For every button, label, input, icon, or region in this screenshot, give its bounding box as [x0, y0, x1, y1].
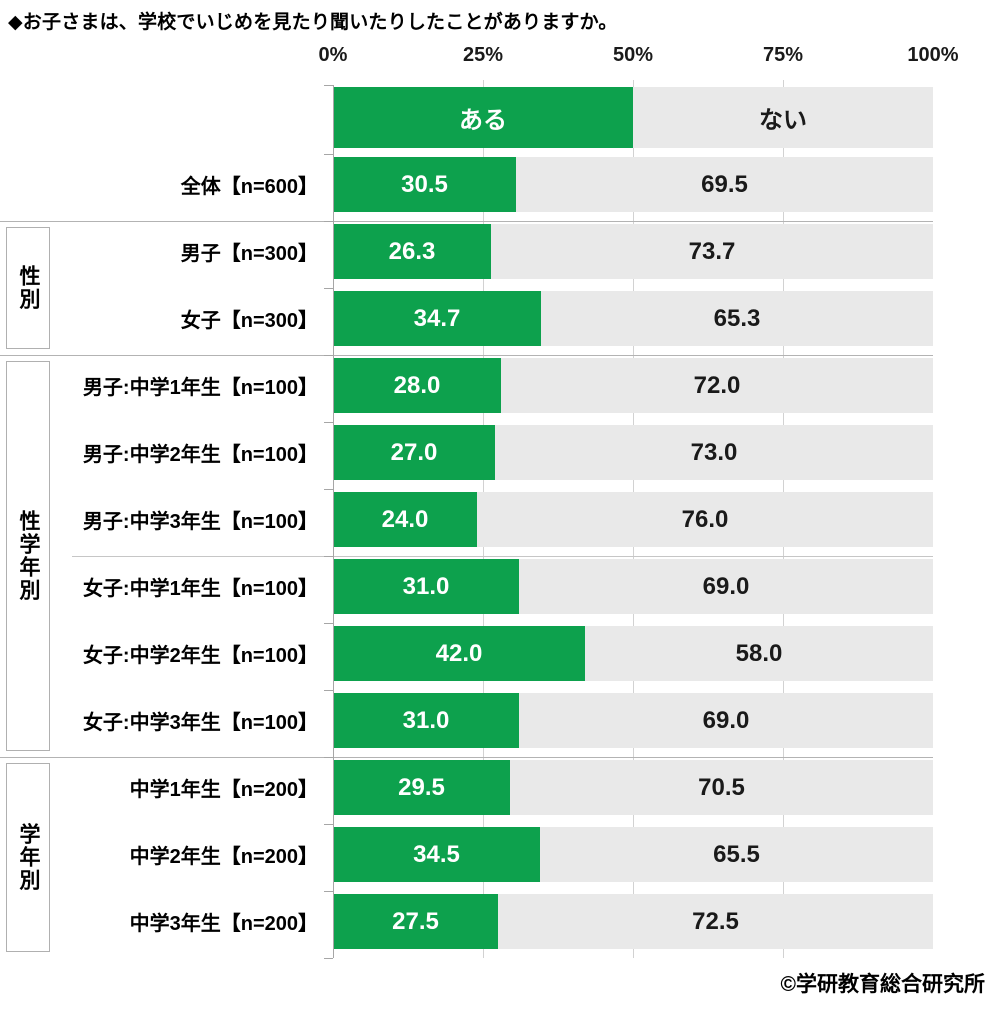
category-axis-tick: [324, 891, 333, 892]
bar-nai: 73.0: [495, 425, 933, 480]
group-box-label: 性学年別: [17, 510, 40, 602]
row-label: 全体【n=600】: [180, 176, 318, 198]
bar-value-aru: 28.0: [393, 371, 441, 399]
subgroup-divider-line: [72, 556, 933, 557]
axis-tick-label: 0%: [318, 44, 348, 66]
bar-nai: 72.5: [498, 894, 933, 949]
bar-value-nai: 65.3: [713, 304, 761, 332]
category-axis-tick: [324, 623, 333, 624]
bar-value-nai: 69.5: [701, 170, 748, 198]
bar-aru: 27.0: [333, 425, 495, 480]
bar-value-nai: 73.7: [688, 237, 736, 265]
bar-aru: 24.0: [333, 492, 477, 547]
bar-value-nai: 69.0: [702, 572, 750, 600]
bar-value-nai: 58.0: [735, 639, 783, 667]
axis-tick-label: 100%: [907, 44, 959, 66]
bar-nai: 72.0: [501, 358, 933, 413]
bar-aru: 26.3: [333, 224, 491, 279]
category-axis-tick: [324, 422, 333, 423]
row-label: 中学2年生【n=200】: [129, 846, 318, 868]
row-label: 女子【n=300】: [180, 310, 318, 332]
category-axis-tick: [324, 556, 333, 557]
row-label: 女子:中学1年生【n=100】: [82, 578, 318, 600]
group-box-label: 性別: [17, 265, 40, 311]
bar-aru: 31.0: [333, 693, 519, 748]
category-axis-tick: [324, 958, 333, 959]
bar-aru: 31.0: [333, 559, 519, 614]
bar-value-aru: 31.0: [402, 572, 450, 600]
bar-value-aru: 24.0: [381, 505, 429, 533]
axis-tick-label: 75%: [762, 44, 804, 66]
bar-nai: 69.5: [516, 157, 933, 212]
bar-value-nai: 72.0: [693, 371, 741, 399]
bar-value-aru: 27.5: [392, 907, 439, 935]
bar-value-aru: 27.0: [390, 438, 438, 466]
bar-value-nai: 73.0: [690, 438, 738, 466]
bar-value-aru: 31.0: [402, 706, 450, 734]
row-label: 男子:中学3年生【n=100】: [82, 511, 318, 533]
bar-aru: 42.0: [333, 626, 585, 681]
group-box: 学年別: [6, 763, 50, 952]
bar-value-nai: 65.5: [713, 840, 760, 868]
category-axis-tick: [324, 757, 333, 758]
row-label: 中学1年生【n=200】: [129, 779, 318, 801]
bar-value-nai: 76.0: [681, 505, 729, 533]
bar-nai: 58.0: [585, 626, 933, 681]
bar-nai: 69.0: [519, 693, 933, 748]
axis-tick-label: 25%: [462, 44, 504, 66]
category-axis-tick: [324, 288, 333, 289]
legend-bar-aru: ある: [333, 87, 633, 148]
row-label: 男子:中学1年生【n=100】: [82, 377, 318, 399]
bar-nai: 65.5: [540, 827, 933, 882]
bar-nai: 69.0: [519, 559, 933, 614]
bar-aru: 34.5: [333, 827, 540, 882]
axis-tick-label: 50%: [612, 44, 654, 66]
copyright-notice: ©学研教育総合研究所: [780, 973, 985, 996]
bar-value-aru: 42.0: [435, 639, 483, 667]
row-label: 中学3年生【n=200】: [129, 913, 318, 935]
row-label: 男子:中学2年生【n=100】: [82, 444, 318, 466]
bar-value-aru: 34.7: [413, 304, 461, 332]
group-boundary-line: [0, 355, 933, 356]
bar-nai: 65.3: [541, 291, 933, 346]
category-axis-tick: [324, 154, 333, 155]
row-label: 女子:中学3年生【n=100】: [82, 712, 318, 734]
legend-bar-nai: ない: [633, 87, 933, 148]
bar-value-aru: 30.5: [401, 170, 448, 198]
group-boundary-line: [0, 757, 933, 758]
bar-aru: 27.5: [333, 894, 498, 949]
bar-value-nai: 72.5: [692, 907, 739, 935]
bar-value-aru: 29.5: [398, 773, 445, 801]
bar-value-nai: 69.0: [702, 706, 750, 734]
legend-label-nai: ない: [759, 107, 807, 134]
bar-aru: 28.0: [333, 358, 501, 413]
bar-value-aru: 34.5: [413, 840, 460, 868]
category-axis-tick: [324, 355, 333, 356]
bar-value-aru: 26.3: [388, 237, 436, 265]
category-axis-tick: [324, 85, 333, 86]
category-axis-line: [333, 85, 334, 958]
bar-nai: 73.7: [491, 224, 933, 279]
group-boundary-line: [0, 221, 933, 222]
chart-title: ◆お子さまは、学校でいじめを見たり聞いたりしたことがありますか。: [8, 12, 618, 33]
bar-nai: 70.5: [510, 760, 933, 815]
bar-aru: 30.5: [333, 157, 516, 212]
group-box: 性学年別: [6, 361, 50, 751]
bar-nai: 76.0: [477, 492, 933, 547]
category-axis-tick: [324, 489, 333, 490]
legend-label-aru: ある: [459, 107, 507, 134]
category-axis-tick: [324, 221, 333, 222]
category-axis-tick: [324, 824, 333, 825]
category-axis-tick: [324, 690, 333, 691]
group-box-label: 学年別: [17, 823, 40, 892]
row-label: 男子【n=300】: [180, 243, 318, 265]
group-box: 性別: [6, 227, 50, 349]
bar-aru: 34.7: [333, 291, 541, 346]
bar-aru: 29.5: [333, 760, 510, 815]
bar-value-nai: 70.5: [698, 773, 745, 801]
row-label: 女子:中学2年生【n=100】: [82, 645, 318, 667]
